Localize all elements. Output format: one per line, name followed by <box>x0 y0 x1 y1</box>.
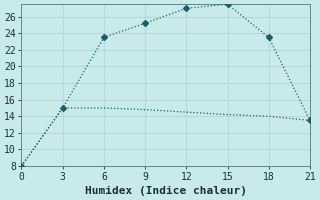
X-axis label: Humidex (Indice chaleur): Humidex (Indice chaleur) <box>85 186 247 196</box>
